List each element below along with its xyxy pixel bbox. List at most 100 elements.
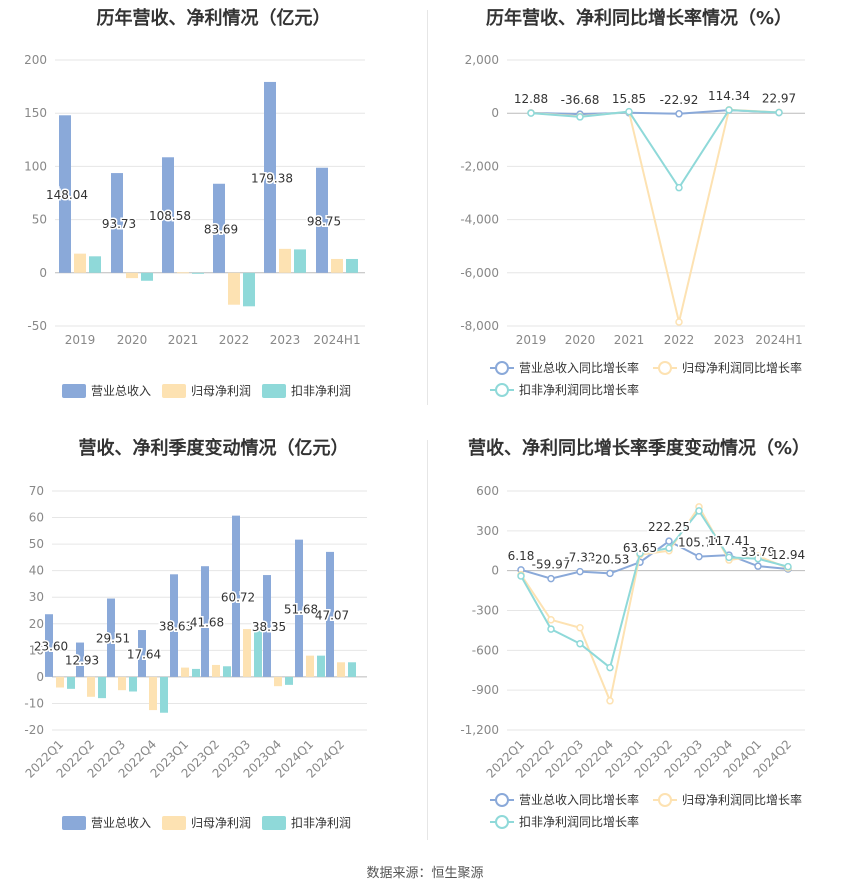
data-label: 179.38 (251, 171, 293, 185)
series-point (775, 108, 783, 117)
data-label: -59.97 (532, 558, 571, 572)
y-tick-label: 0 (36, 670, 44, 684)
bar-归母净利润 (228, 272, 240, 305)
divider-top (427, 10, 428, 405)
y-tick-label: -1,200 (460, 723, 499, 737)
x-tick-label: 2024H1 (755, 333, 802, 347)
y-tick-label: 200 (24, 53, 47, 67)
legend-label: 扣非净利润 (291, 384, 351, 398)
series-point (665, 544, 673, 552)
bar-营业总收入 (162, 157, 174, 273)
bar-营业总收入 (263, 575, 271, 677)
legend-label: 营业总收入同比增长率 (519, 792, 639, 807)
bar-归母净利润 (279, 248, 291, 273)
bar-归母净利润 (118, 676, 126, 691)
y-tick-label: 50 (29, 537, 44, 551)
series-point (675, 110, 683, 118)
series-point (606, 697, 614, 705)
legend-label: 扣非净利润同比增长率 (519, 814, 639, 829)
bar-营业总收入 (76, 642, 84, 677)
y-tick-label: -2,000 (460, 159, 499, 173)
legend-label: 归母净利润同比增长率 (682, 360, 802, 375)
data-label: -7.32 (564, 551, 595, 565)
y-tick-label: -6,000 (460, 266, 499, 280)
y-tick-label: -20 (24, 723, 44, 737)
bar-归母净利润 (337, 662, 345, 677)
y-tick-label: 70 (29, 484, 44, 498)
x-tick-label: 2019 (516, 333, 547, 347)
bar-扣非净利润 (141, 272, 153, 281)
bar-营业总收入 (201, 566, 209, 677)
bar-归母净利润 (87, 676, 95, 697)
data-label: 63.65 (623, 541, 657, 555)
series-line-扣非净利润同比增长率 (520, 509, 789, 670)
bar-营业总收入 (326, 551, 334, 677)
legend-swatch (162, 816, 186, 830)
data-label: 51.68 (284, 602, 318, 616)
data-label: 93.73 (102, 217, 136, 231)
data-label: -22.92 (660, 93, 699, 107)
legend-swatch (262, 816, 286, 830)
y-tick-label: 0 (39, 266, 47, 280)
legend-swatch (262, 384, 286, 398)
y-tick-label: 30 (29, 590, 44, 604)
data-label: 29.51 (96, 632, 130, 646)
y-tick-label: -4,000 (460, 213, 499, 227)
series-point (784, 562, 792, 571)
legend-label: 扣非净利润同比增长率 (519, 382, 639, 397)
legend-label: 归母净利润 (191, 384, 251, 398)
data-label: 148.04 (46, 188, 88, 202)
x-tick-label: 2020 (117, 333, 148, 347)
bar-营业总收入 (264, 81, 276, 273)
data-label: -36.68 (561, 93, 600, 107)
data-source-note: 数据来源：恒生聚源 (366, 866, 484, 881)
bar-扣非净利润 (192, 272, 204, 274)
series-point (725, 553, 733, 562)
series-line-扣非净利润同比增长率 (530, 108, 780, 190)
bar-扣非净利润 (346, 258, 358, 273)
series-point (547, 574, 555, 583)
bar-扣非净利润 (192, 668, 200, 677)
bar-归母净利润 (74, 253, 86, 273)
bar-营业总收入 (138, 630, 146, 677)
y-tick-label: 0 (491, 106, 499, 120)
legend-marker (495, 361, 509, 375)
bar-扣非净利润 (294, 249, 306, 273)
y-tick-label: 600 (476, 484, 499, 498)
legend-marker (658, 361, 672, 375)
annual-growth-title: 历年营收、净利同比增长率情况（%） (485, 8, 793, 29)
bar-营业总收入 (170, 574, 178, 677)
series-point (636, 549, 644, 558)
bar-营业总收入 (45, 614, 53, 677)
data-label: 12.93 (65, 654, 99, 668)
series-point (576, 113, 584, 121)
bar-营业总收入 (213, 183, 225, 273)
bar-营业总收入 (59, 115, 71, 273)
bar-扣非净利润 (243, 272, 255, 307)
y-tick-label: 100 (24, 159, 47, 173)
bar-归母净利润 (274, 676, 282, 687)
y-tick-label: 300 (476, 524, 499, 538)
bar-扣非净利润 (160, 676, 168, 713)
series-point (675, 183, 683, 192)
bar-营业总收入 (107, 598, 115, 677)
series-point (576, 567, 584, 576)
legend-label: 归母净利润 (191, 816, 251, 830)
data-label: 108.58 (149, 209, 191, 223)
data-label: 12.94 (771, 548, 805, 562)
series-point (625, 107, 633, 116)
x-tick-label: 2024H1 (313, 333, 360, 347)
bar-扣非净利润 (285, 676, 293, 685)
legend-swatch (62, 384, 86, 398)
data-label: 23.60 (34, 640, 68, 654)
series-point (675, 318, 683, 326)
x-tick-label: 2019 (65, 333, 96, 347)
bar-扣非净利润 (67, 676, 75, 689)
series-line-归母净利润同比增长率 (530, 108, 780, 323)
series-point (754, 554, 762, 563)
bar-归母净利润 (56, 676, 64, 688)
bar-归母净利润 (212, 664, 220, 677)
y-tick-label: -50 (27, 319, 47, 333)
bar-扣非净利润 (223, 666, 231, 677)
